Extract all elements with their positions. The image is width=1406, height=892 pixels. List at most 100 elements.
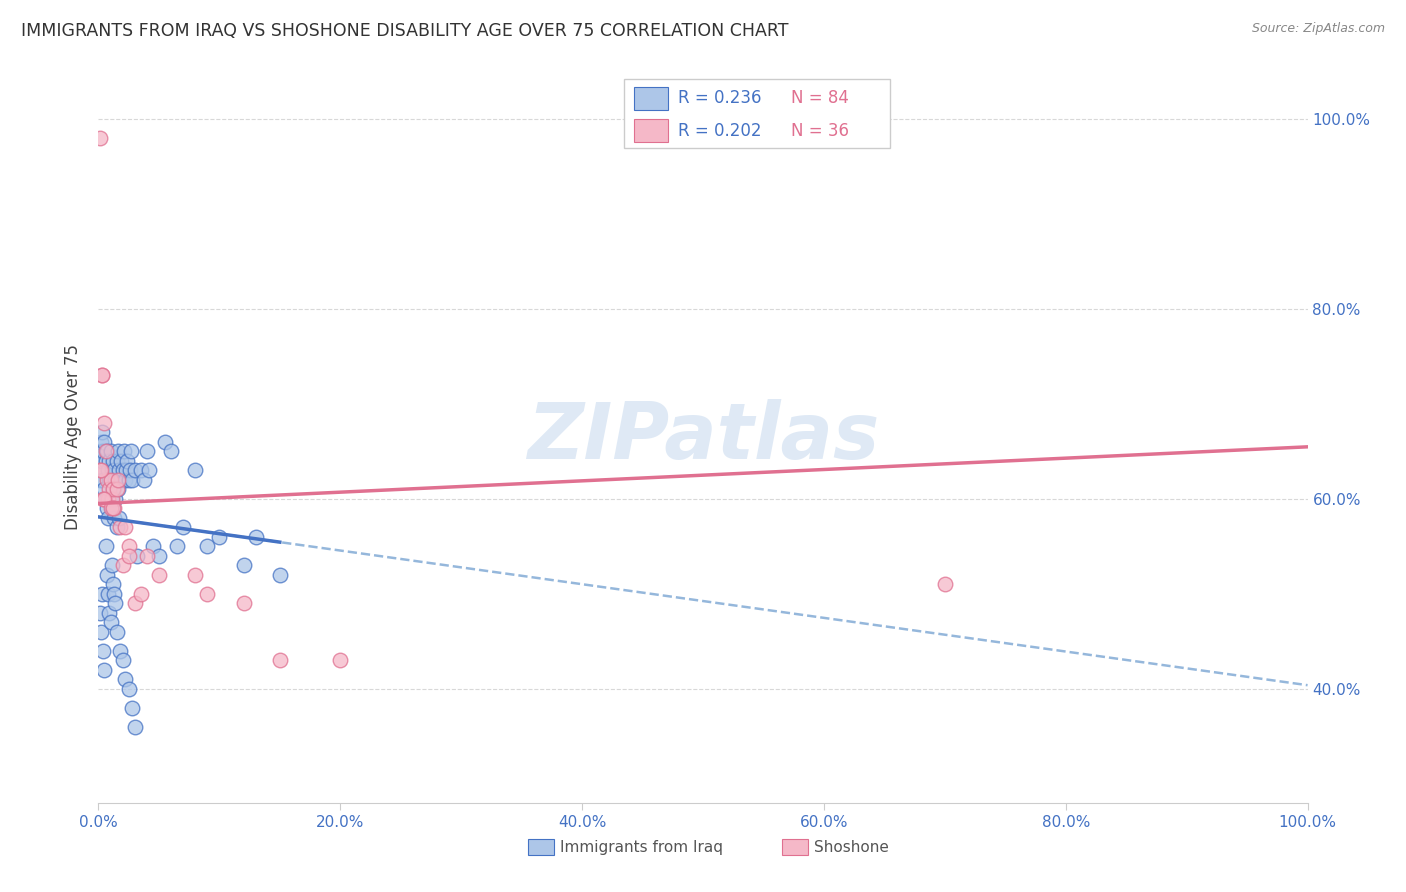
Text: N = 84: N = 84 [792,89,849,107]
Point [121,701,143,715]
Point [96,567,118,582]
Point [124,463,146,477]
Point [269,653,291,667]
Point [97,587,120,601]
Point [124,596,146,610]
Point [91,473,114,487]
Point [96,501,118,516]
Point [94,539,117,553]
Point [91,454,114,468]
Point [98,606,121,620]
Point [232,558,254,573]
Point [94,444,117,458]
FancyBboxPatch shape [634,87,668,110]
Point [107,483,129,497]
Point [269,567,291,582]
Point [93,491,115,506]
Point [195,539,218,553]
Point [752,131,775,145]
Point [129,587,152,601]
Point [329,653,352,667]
Point [93,416,115,430]
Point [96,444,118,458]
Point [97,463,120,477]
Point [142,539,165,553]
Point [105,454,128,468]
FancyBboxPatch shape [634,119,668,143]
Point [108,511,131,525]
Point [100,444,122,458]
Point [89,131,111,145]
Point [98,483,121,497]
Point [117,454,139,468]
Point [111,463,134,477]
Point [195,587,218,601]
Point [114,520,136,534]
Point [184,463,207,477]
Point [91,425,114,440]
Point [100,501,122,516]
Point [138,463,160,477]
Point [101,454,124,468]
Point [101,483,124,497]
Point [108,520,131,534]
Text: N = 36: N = 36 [792,121,849,140]
Point [90,463,112,477]
Point [100,615,122,630]
Point [90,624,112,639]
Point [127,549,149,563]
Point [114,473,136,487]
Text: ZIPatlas: ZIPatlas [527,399,879,475]
Text: R = 0.236: R = 0.236 [678,89,761,107]
Point [100,491,122,506]
Point [100,463,122,477]
Point [108,644,131,658]
FancyBboxPatch shape [624,78,890,148]
Point [148,567,170,582]
Point [100,558,122,573]
Point [91,491,114,506]
Point [245,530,267,544]
Text: IMMIGRANTS FROM IRAQ VS SHOSHONE DISABILITY AGE OVER 75 CORRELATION CHART: IMMIGRANTS FROM IRAQ VS SHOSHONE DISABIL… [21,22,789,40]
Point [93,663,115,677]
Point [153,434,176,449]
Point [100,491,122,506]
Point [97,491,120,506]
Point [104,491,127,506]
Point [118,549,141,563]
Point [105,483,128,497]
Text: Shoshone: Shoshone [814,840,889,855]
Text: Immigrants from Iraq: Immigrants from Iraq [561,840,723,855]
Point [98,454,121,468]
Point [232,596,254,610]
Point [172,520,194,534]
Point [112,444,135,458]
Text: R = 0.202: R = 0.202 [678,121,761,140]
Point [166,539,188,553]
Point [114,673,136,687]
Y-axis label: Disability Age Over 75: Disability Age Over 75 [65,344,83,530]
Point [91,368,114,383]
Point [101,577,124,591]
Point [184,567,207,582]
Point [90,463,112,477]
FancyBboxPatch shape [527,839,554,855]
Point [103,501,125,516]
Point [91,644,114,658]
Point [101,483,124,497]
Point [120,444,142,458]
FancyBboxPatch shape [782,839,808,855]
Point [89,444,111,458]
Point [96,473,118,487]
Point [160,444,183,458]
Point [91,368,114,383]
Point [103,587,125,601]
Point [108,463,131,477]
Point [110,454,132,468]
Point [135,549,157,563]
Point [90,434,112,449]
Point [111,558,134,573]
Point [100,501,122,516]
Point [105,624,128,639]
Point [94,491,117,506]
